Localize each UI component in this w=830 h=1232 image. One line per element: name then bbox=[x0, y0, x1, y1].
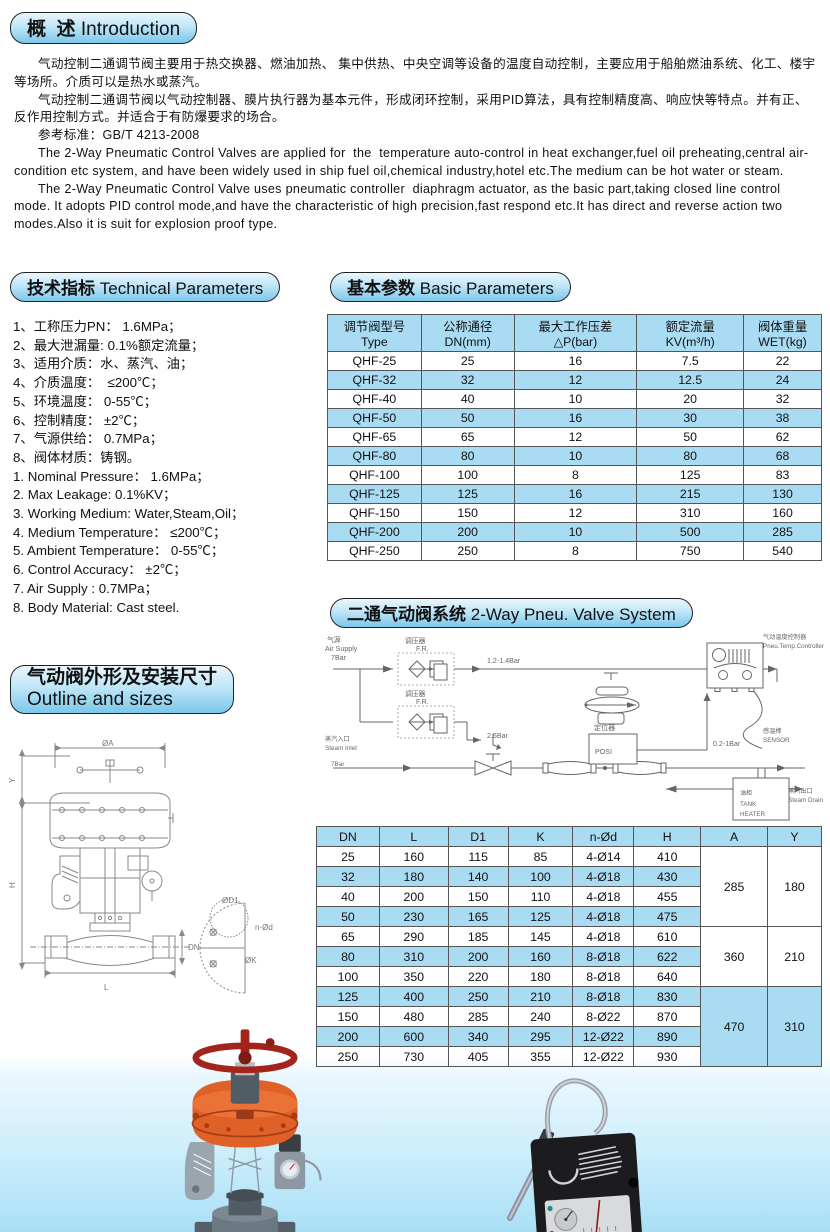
svg-text:蒸汽出口: 蒸汽出口 bbox=[788, 787, 813, 795]
svg-text:7Bar: 7Bar bbox=[331, 761, 344, 768]
svg-text:蒸汽入口: 蒸汽入口 bbox=[325, 735, 350, 743]
svg-text:n-Ød: n-Ød bbox=[255, 923, 273, 932]
svg-text:0.2-1Bar: 0.2-1Bar bbox=[713, 740, 741, 748]
svg-text:Steam Drain: Steam Drain bbox=[788, 797, 823, 804]
svg-text:2.5Bar: 2.5Bar bbox=[487, 732, 509, 740]
svg-text:L: L bbox=[104, 983, 109, 992]
svg-text:SENSOR: SENSOR bbox=[763, 737, 790, 744]
svg-text:感温棒: 感温棒 bbox=[763, 727, 782, 735]
svg-text:Pneu.Temp.Controller: Pneu.Temp.Controller bbox=[763, 643, 824, 650]
svg-text:定位器: 定位器 bbox=[594, 723, 615, 732]
svg-text:TANK: TANK bbox=[740, 801, 757, 808]
svg-text:油柜: 油柜 bbox=[740, 789, 752, 797]
svg-text:Steam Inlet: Steam Inlet bbox=[325, 745, 357, 752]
svg-text:Y: Y bbox=[8, 777, 17, 783]
svg-text:ØK: ØK bbox=[245, 956, 257, 965]
svg-text:气动温度控制器: 气动温度控制器 bbox=[763, 633, 807, 641]
svg-text:F.R.: F.R. bbox=[416, 698, 429, 706]
svg-text:HEATER: HEATER bbox=[740, 811, 766, 818]
svg-text:调压器: 调压器 bbox=[405, 636, 426, 645]
svg-text:Air Supply: Air Supply bbox=[325, 645, 358, 653]
svg-text:H: H bbox=[8, 882, 17, 888]
svg-text:ØA: ØA bbox=[102, 739, 114, 748]
svg-text:ØD1: ØD1 bbox=[222, 896, 239, 905]
svg-text:7Bar: 7Bar bbox=[331, 654, 347, 662]
svg-text:F.R.: F.R. bbox=[416, 645, 429, 653]
svg-text:1.2-1.4Bar: 1.2-1.4Bar bbox=[487, 657, 521, 665]
svg-text:DN: DN bbox=[188, 943, 200, 952]
svg-text:调压器: 调压器 bbox=[405, 689, 426, 698]
svg-text:POSI: POSI bbox=[595, 748, 612, 756]
svg-text:气源: 气源 bbox=[327, 635, 341, 644]
